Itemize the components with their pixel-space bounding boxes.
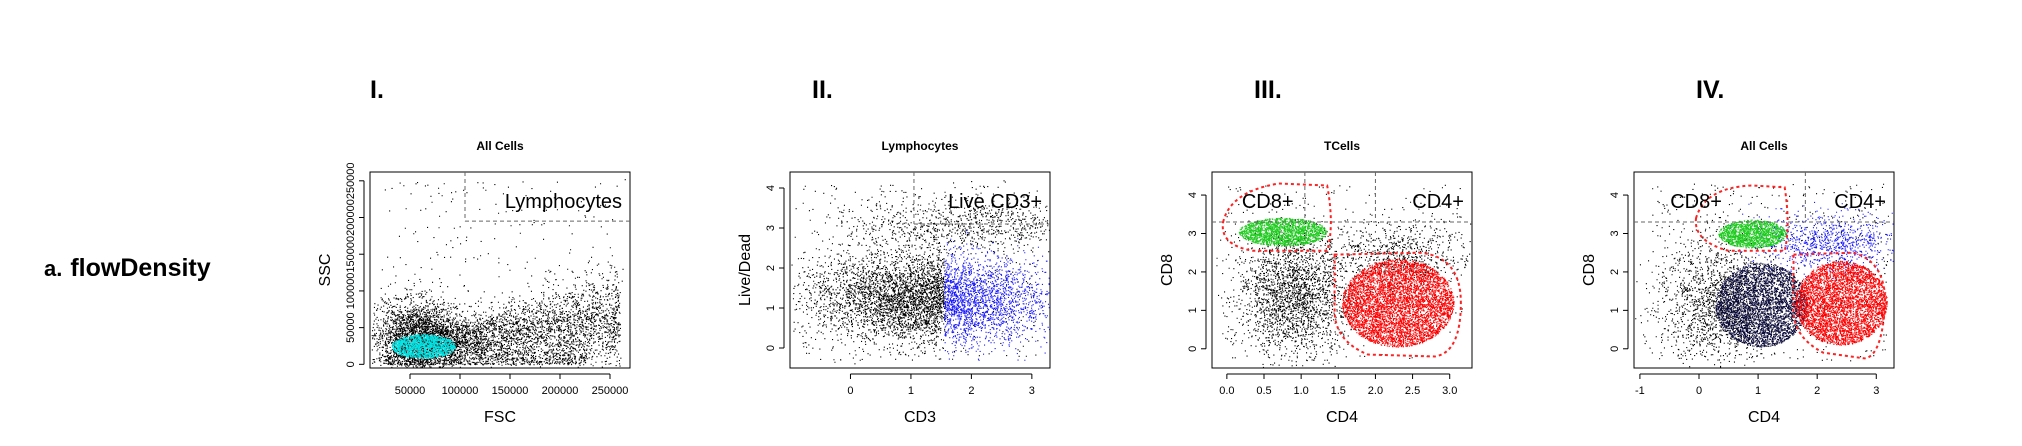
chart-title: All Cells — [1740, 139, 1788, 153]
gate-label-cd4: CD4+ — [1412, 191, 1464, 213]
data-points — [1342, 258, 1455, 348]
y-tick-label: 100000 — [345, 273, 357, 310]
x-tick-label: 0.5 — [1256, 385, 1271, 397]
y-tick-label: 3 — [1609, 230, 1621, 236]
y-tick-label: 0 — [765, 345, 777, 351]
points-layer — [371, 179, 626, 368]
x-tick-label: 1 — [1755, 385, 1761, 397]
panel-label-2: II. — [812, 76, 833, 104]
chart-panel-1: All Cells 50000 100000 150000 200000 250000 0 5… — [310, 130, 650, 440]
y-tick-label: 50000 — [345, 312, 357, 343]
x-tick-label: 3 — [1873, 385, 1879, 397]
y-tick-label: 4 — [1609, 192, 1621, 198]
y-tick-label: 250000 — [345, 162, 357, 199]
y-axis-label: CD8 — [1581, 254, 1598, 286]
plot-frame — [1633, 171, 1895, 369]
row-letter: a. — [44, 256, 63, 281]
y-tick-label: 0 — [1609, 346, 1621, 352]
x-axis-label: FSC — [484, 409, 516, 426]
y-tick-label: 4 — [765, 185, 777, 191]
gate-label-cd8: CD8+ — [1670, 191, 1722, 213]
y-axis-label: SSC — [317, 254, 334, 287]
data-points — [1795, 260, 1888, 346]
y-tick-label: 200000 — [345, 199, 357, 236]
y-axis-label: Live/Dead — [737, 234, 754, 306]
x-axis-label: CD3 — [904, 409, 936, 426]
y-tick-label: 3 — [1187, 230, 1199, 236]
plot-frame — [1211, 171, 1473, 369]
scatter-plot-all-cells-cd4-cd8: All Cells -1 0 1 2 3 0 1 2 3 4 CD4 CD8 CD8+ CD4+ — [1581, 139, 1895, 426]
points-layer — [1216, 183, 1472, 368]
x-tick-label: 1.5 — [1331, 385, 1346, 397]
points-layer — [1635, 183, 1894, 368]
x-tick-label: 3.0 — [1442, 385, 1457, 397]
panel-label-1: I. — [370, 76, 384, 104]
y-tick-label: 4 — [1187, 192, 1199, 198]
x-axis-label: CD4 — [1326, 409, 1358, 426]
x-tick-label: 0.0 — [1219, 385, 1234, 397]
y-tick-label: 2 — [765, 265, 777, 271]
y-tick-label: 3 — [765, 225, 777, 231]
x-tick-label: 3 — [1029, 385, 1035, 397]
y-axis-label: CD8 — [1159, 254, 1176, 286]
panel-label-4: IV. — [1696, 76, 1725, 104]
x-tick-label: 2 — [1814, 385, 1820, 397]
gate-outline-cd8 — [1694, 184, 1789, 252]
gate-outline-cd4 — [1333, 251, 1462, 358]
y-tick-label: 150000 — [345, 236, 357, 273]
x-tick-label: 2.5 — [1405, 385, 1420, 397]
x-tick-label: 2 — [968, 385, 974, 397]
y-tick-label: 1 — [1609, 307, 1621, 313]
chart-panel-3: TCells 0.0 0.5 1.0 1.5 2.0 2.5 3.0 0 1 2 3 4 CD4 CD8 CD… — [1152, 130, 1492, 440]
gate-label-cd8: CD8+ — [1242, 191, 1294, 213]
chart-panel-4: All Cells -1 0 1 2 3 0 1 2 3 4 CD4 CD8 CD8+ CD4+ — [1574, 130, 1914, 440]
x-tick-label: 1 — [908, 385, 914, 397]
gate-label-cd4: CD4+ — [1834, 191, 1886, 213]
gate-outline-cd8 — [1221, 182, 1332, 252]
y-tick-label: 1 — [1187, 307, 1199, 313]
x-tick-label: 50000 — [395, 385, 426, 397]
y-tick-label: 1 — [765, 305, 777, 311]
chart-title: TCells — [1324, 139, 1360, 153]
scatter-plot-lymphocytes-cd3: Lymphocytes 0 1 2 3 0 1 2 3 4 CD3 Live/Dead Live CD3… — [737, 139, 1051, 426]
x-tick-label: 100000 — [442, 385, 479, 397]
x-tick-label: 250000 — [592, 385, 629, 397]
y-tick-label: 0 — [345, 361, 357, 367]
gate-outline-cd4 — [1792, 251, 1887, 360]
y-tick-label: 0 — [1187, 346, 1199, 352]
x-tick-label: 2.0 — [1368, 385, 1383, 397]
plot-frame — [369, 171, 631, 369]
x-tick-label: 150000 — [492, 385, 529, 397]
x-axis-label: CD4 — [1748, 409, 1780, 426]
data-points — [944, 230, 1051, 361]
chart-panel-2: Lymphocytes 0 1 2 3 0 1 2 3 4 CD3 Live/Dead Live CD3… — [730, 130, 1070, 440]
x-tick-label: 1.0 — [1293, 385, 1308, 397]
data-points — [391, 334, 456, 359]
data-points — [371, 179, 626, 368]
data-points — [1718, 219, 1788, 249]
row-label: a. flowDensity — [44, 254, 211, 283]
chart-title: All Cells — [476, 139, 524, 153]
panel-label-3: III. — [1254, 76, 1282, 104]
chart-title: Lymphocytes — [882, 139, 959, 153]
x-tick-label: 0 — [847, 385, 853, 397]
x-tick-label: -1 — [1635, 385, 1645, 397]
points-layer — [791, 180, 1051, 365]
plot-frame — [789, 171, 1051, 369]
data-points — [1238, 217, 1328, 247]
row-name: flowDensity — [70, 254, 211, 282]
y-tick-label: 2 — [1187, 269, 1199, 275]
gate-label-live-cd3: Live CD3+ — [948, 191, 1042, 213]
gate-label-lymphocytes: Lymphocytes — [505, 191, 622, 213]
scatter-plot-tcells-cd4-cd8: TCells 0.0 0.5 1.0 1.5 2.0 2.5 3.0 0 1 2 3 4 CD4 CD8 CD… — [1159, 139, 1473, 426]
data-points — [1715, 262, 1808, 348]
x-tick-label: 200000 — [542, 385, 579, 397]
x-tick-label: 0 — [1696, 385, 1702, 397]
y-tick-label: 2 — [1609, 269, 1621, 275]
